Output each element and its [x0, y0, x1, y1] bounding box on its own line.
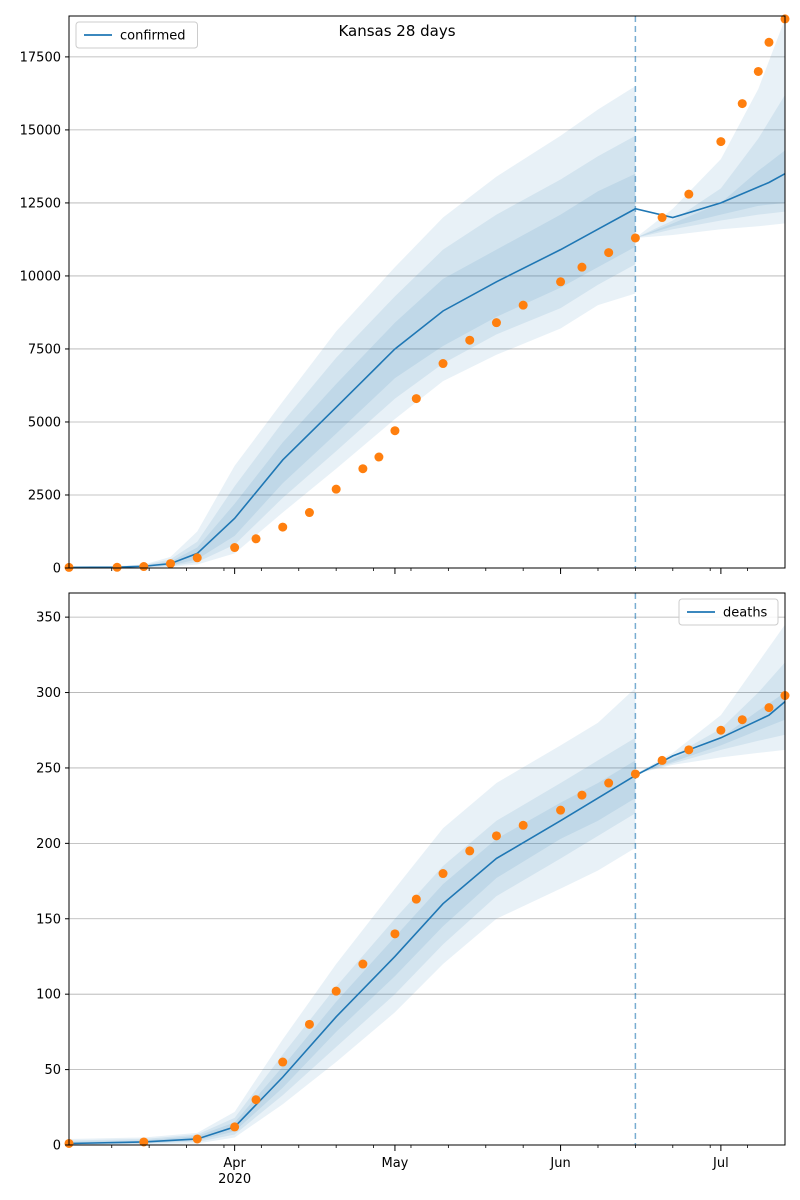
- x-tick-label: Jul: [712, 1156, 729, 1171]
- observed-point: [192, 553, 202, 563]
- deaths-panel: 0 50 100 150 200 250 300 350 Apr 2020 May Jun Jul dea…: [36, 592, 790, 1187]
- observed-point: [604, 778, 614, 788]
- observed-point: [657, 213, 667, 223]
- y-tick-label: 300: [36, 686, 61, 701]
- y-tick-label: 150: [36, 912, 61, 927]
- observed-point: [716, 137, 726, 147]
- observed-point: [438, 359, 448, 369]
- observed-point: [753, 66, 763, 76]
- observed-point: [390, 929, 400, 939]
- y-tick-label: 0: [53, 562, 61, 577]
- observed-point: [304, 508, 314, 518]
- forecast-band: [635, 94, 785, 238]
- observed-point: [112, 562, 122, 572]
- y-tick-label: 17500: [20, 50, 61, 65]
- observed-point: [358, 464, 368, 474]
- legend-label: confirmed: [120, 29, 186, 44]
- observed-point: [518, 300, 528, 310]
- uncertainty-band: [69, 173, 636, 568]
- observed-point: [139, 1137, 149, 1147]
- observed-point: [331, 986, 341, 996]
- forecast-band: [635, 624, 785, 774]
- observed-point: [684, 745, 694, 755]
- y-tick-label: 100: [36, 988, 61, 1003]
- observed-point: [251, 1095, 261, 1105]
- x-tick-label: May: [381, 1156, 408, 1171]
- forecast-band: [635, 662, 785, 774]
- observed-point: [230, 1122, 240, 1132]
- figure-title: Kansas 28 days: [338, 22, 455, 40]
- observed-point: [411, 394, 421, 404]
- observed-point: [390, 426, 400, 436]
- observed-point: [278, 1057, 288, 1067]
- observed-point: [192, 1134, 202, 1144]
- y-tick-label: 350: [36, 611, 61, 626]
- uncertainty-band: [69, 135, 636, 568]
- observed-point: [577, 790, 587, 800]
- y-tick-label: 10000: [20, 269, 61, 284]
- observed-point: [411, 894, 421, 904]
- observed-point: [358, 959, 368, 969]
- observed-point: [166, 559, 176, 569]
- y-tick-label: 0: [53, 1139, 61, 1154]
- forecast-band: [635, 150, 785, 238]
- observed-point: [139, 562, 149, 572]
- observed-point: [556, 805, 566, 815]
- y-tick-label: 250: [36, 761, 61, 776]
- y-tick-label: 2500: [28, 488, 61, 503]
- observed-point: [764, 703, 774, 713]
- observed-point: [251, 534, 261, 544]
- observed-point: [304, 1019, 314, 1029]
- forecast-band: [635, 18, 785, 238]
- observed-point: [577, 262, 587, 272]
- observed-point: [230, 543, 240, 553]
- plot-frame: [68, 592, 786, 1146]
- y-tick-label: 5000: [28, 415, 61, 430]
- observed-point: [630, 769, 640, 779]
- observed-point: [438, 869, 448, 879]
- observed-point: [491, 318, 501, 328]
- observed-point: [737, 99, 747, 109]
- observed-point: [374, 452, 384, 462]
- legend-box: [75, 21, 198, 49]
- x-tick-label: Jun: [549, 1156, 570, 1171]
- observed-point: [465, 846, 475, 856]
- observed-point: [630, 233, 640, 243]
- legend-label: deaths: [723, 606, 768, 621]
- observed-point: [604, 248, 614, 258]
- uncertainty-band: [69, 86, 636, 568]
- observed-point: [491, 831, 501, 841]
- y-tick-label: 12500: [20, 196, 61, 211]
- plot-frame: [68, 15, 786, 569]
- observed-point: [331, 484, 341, 494]
- observed-point: [556, 277, 566, 287]
- observed-point: [657, 755, 667, 765]
- observed-point: [518, 820, 528, 830]
- observed-point: [764, 37, 774, 47]
- observed-point: [278, 522, 288, 532]
- y-tick-label: 15000: [20, 123, 61, 138]
- uncertainty-band: [69, 737, 636, 1145]
- uncertainty-band: [69, 760, 636, 1144]
- x-tick-label: Apr 2020: [218, 1156, 251, 1187]
- observed-point: [716, 725, 726, 735]
- confirmed-panel: 0 2500 5000 7500 10000 12500 15000 17500 confirm…: [20, 14, 790, 577]
- model-line: [68, 700, 786, 1145]
- y-tick-label: 200: [36, 837, 61, 852]
- observed-point: [684, 189, 694, 199]
- observed-point: [737, 715, 747, 725]
- observed-point: [465, 335, 475, 345]
- y-tick-label: 7500: [28, 342, 61, 357]
- uncertainty-band: [69, 688, 636, 1145]
- legend-box: [678, 598, 779, 626]
- y-tick-label: 50: [44, 1063, 61, 1078]
